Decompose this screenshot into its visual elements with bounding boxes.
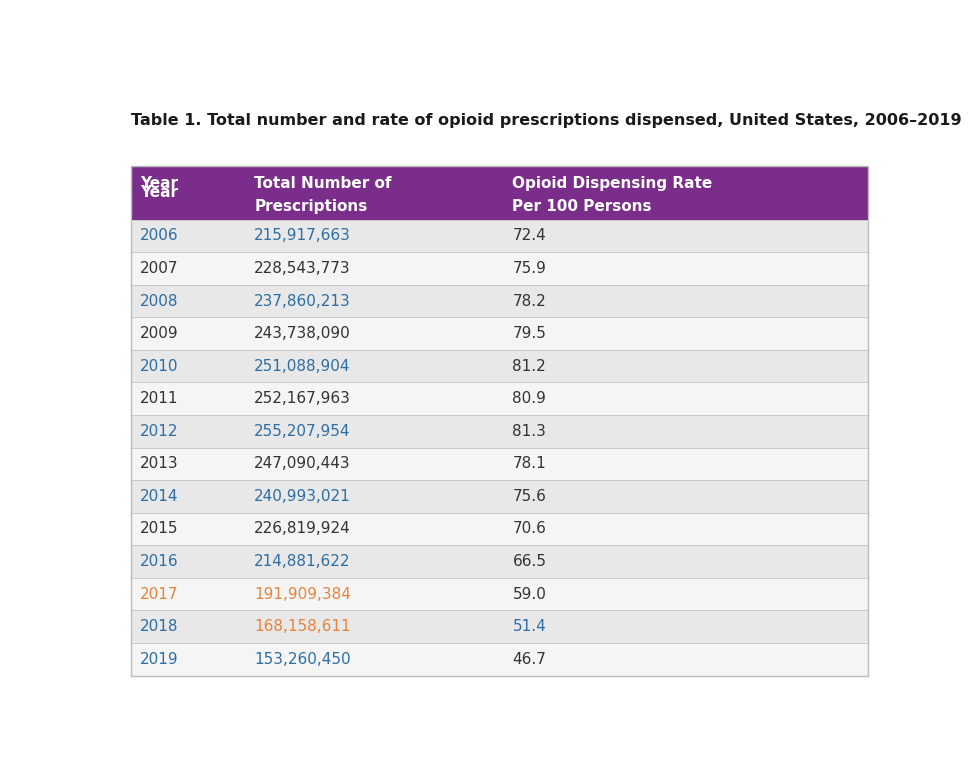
Bar [131,643,869,675]
Text: 75.9: 75.9 [513,261,546,276]
Text: 2012: 2012 [140,424,178,439]
Text: 214,881,622: 214,881,622 [254,554,351,569]
Text: 78.1: 78.1 [513,456,546,471]
Text: 240,993,021: 240,993,021 [254,489,351,504]
Text: Per 100 Persons: Per 100 Persons [513,199,652,215]
Text: 243,738,090: 243,738,090 [254,326,351,341]
Bar [131,611,869,643]
Text: 72.4: 72.4 [513,228,546,243]
Bar [131,415,869,448]
Text: 2013: 2013 [140,456,178,471]
Text: 247,090,443: 247,090,443 [254,456,351,471]
Text: 78.2: 78.2 [513,294,546,308]
Text: 226,819,924: 226,819,924 [254,521,351,537]
Text: 215,917,663: 215,917,663 [254,228,351,243]
Bar [131,252,869,285]
Text: Total Number of: Total Number of [254,176,392,191]
Text: 59.0: 59.0 [513,587,546,601]
Text: 153,260,450: 153,260,450 [254,652,351,667]
Text: 228,543,773: 228,543,773 [254,261,351,276]
Bar [131,382,869,415]
Text: 168,158,611: 168,158,611 [254,619,351,634]
Text: Prescriptions: Prescriptions [254,199,368,215]
Text: 2019: 2019 [140,652,178,667]
Text: 2006: 2006 [140,228,178,243]
Text: 2015: 2015 [140,521,178,537]
Text: Year: Year [140,185,178,201]
Text: 251,088,904: 251,088,904 [254,358,351,374]
Text: 46.7: 46.7 [513,652,546,667]
Bar [131,285,869,318]
Text: 255,207,954: 255,207,954 [254,424,351,439]
Text: 191,909,384: 191,909,384 [254,587,351,601]
Bar [131,578,869,611]
Text: 66.5: 66.5 [513,554,546,569]
Bar [131,513,869,545]
Text: 81.2: 81.2 [513,358,546,374]
Text: 2016: 2016 [140,554,178,569]
Bar [131,166,869,220]
Bar [131,220,869,252]
Text: 51.4: 51.4 [513,619,546,634]
Bar [131,480,869,513]
Text: 237,860,213: 237,860,213 [254,294,351,308]
Bar [131,318,869,350]
Text: 252,167,963: 252,167,963 [254,391,351,406]
Text: Table 1. Total number and rate of opioid prescriptions dispensed, United States,: Table 1. Total number and rate of opioid… [131,113,961,128]
Text: 2017: 2017 [140,587,178,601]
Text: 2011: 2011 [140,391,178,406]
Text: 2014: 2014 [140,489,178,504]
Text: 2010: 2010 [140,358,178,374]
Text: Opioid Dispensing Rate: Opioid Dispensing Rate [513,176,713,191]
Text: 2007: 2007 [140,261,178,276]
Bar [131,350,869,382]
Text: 80.9: 80.9 [513,391,546,406]
Text: 75.6: 75.6 [513,489,546,504]
Bar [131,545,869,578]
Text: 79.5: 79.5 [513,326,546,341]
Bar [131,448,869,480]
Text: Year: Year [140,176,178,191]
Text: 2009: 2009 [140,326,178,341]
Text: 70.6: 70.6 [513,521,546,537]
Text: 2018: 2018 [140,619,178,634]
Text: 81.3: 81.3 [513,424,546,439]
Text: 2008: 2008 [140,294,178,308]
